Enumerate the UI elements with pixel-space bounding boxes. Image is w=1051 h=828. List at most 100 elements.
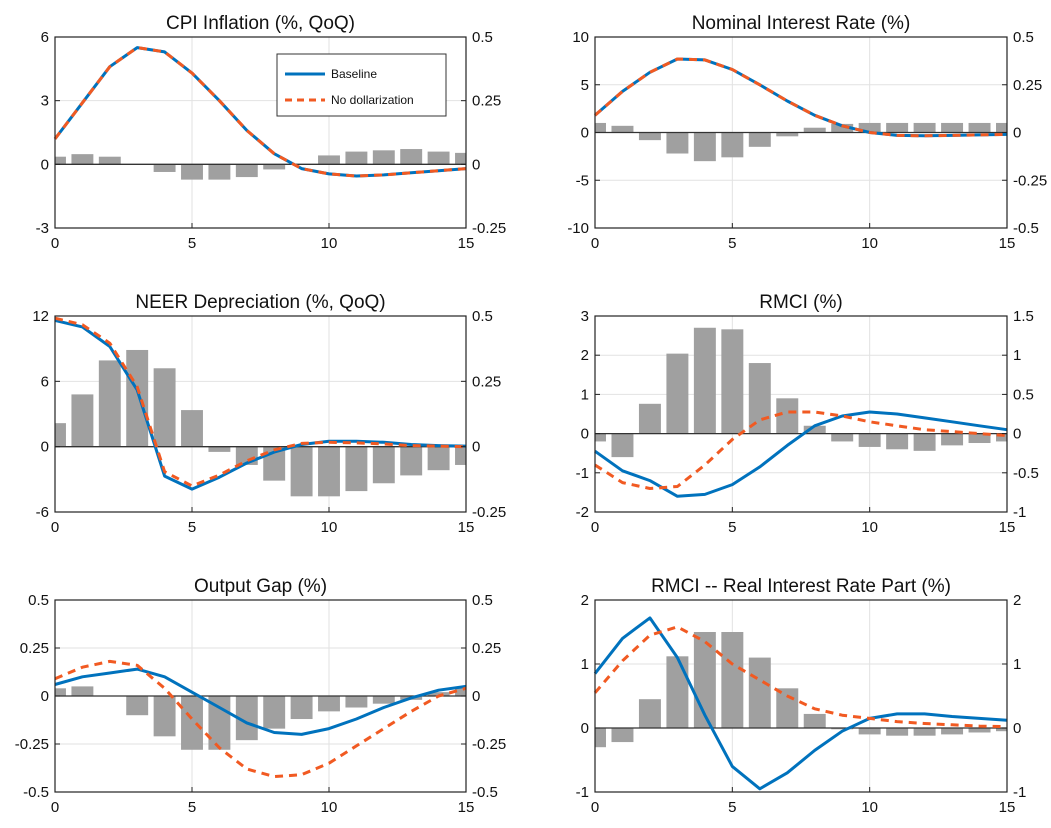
bar <box>941 728 964 735</box>
axes-box <box>594 599 1008 793</box>
y-tick-label: -5 <box>576 172 589 189</box>
bar <box>638 699 661 728</box>
bar <box>611 125 634 133</box>
y-tick-label: 0 <box>41 439 49 456</box>
bar <box>748 363 771 434</box>
y2-tick-label: 0.25 <box>472 640 501 657</box>
y2-tick-label: -0.25 <box>472 736 506 753</box>
series-line-no-dollarization <box>594 410 1008 490</box>
chart-title: Output Gap (%) <box>194 576 327 597</box>
y2-tick-label: 0 <box>472 156 480 173</box>
y-tick-label: 0 <box>581 720 589 737</box>
y2-tick-label: 1 <box>1013 656 1021 673</box>
y-tick-label: 10 <box>572 29 589 46</box>
bar <box>595 122 606 133</box>
bar <box>693 132 716 162</box>
y-tick-label: -6 <box>36 504 49 521</box>
y-tick-label: 3 <box>41 93 49 110</box>
axes-box <box>594 315 1008 513</box>
bar <box>126 696 149 716</box>
bar <box>968 433 991 444</box>
panel-5: 0 5 10 15-0.5-0.2500.250.5-0.5-0.2500.250.5… <box>15 576 506 816</box>
bar <box>318 696 340 712</box>
y2-tick-label: 0 <box>472 439 480 456</box>
bar <box>693 327 716 434</box>
y-tick-label: 0 <box>41 688 49 705</box>
y2-tick-label: -1 <box>1013 504 1026 521</box>
chart-title: RMCI -- Real Interest Rate Part (%) <box>651 576 951 597</box>
x-tick-label: 15 <box>458 519 475 536</box>
y-tick-label: 0.5 <box>28 592 49 609</box>
axes-box <box>54 36 467 229</box>
bar <box>153 368 176 447</box>
y-tick-label: 12 <box>32 308 49 325</box>
bar <box>666 656 689 728</box>
bar <box>611 728 634 743</box>
bar <box>776 688 799 728</box>
bar <box>858 433 881 447</box>
bar <box>55 423 66 447</box>
bar <box>858 728 881 735</box>
legend-label: No dollarization <box>331 93 414 107</box>
x-tick-label: 5 <box>728 519 736 536</box>
bar <box>721 329 744 434</box>
bar <box>831 433 854 442</box>
y-tick-label: -0.5 <box>23 784 49 801</box>
bar <box>263 164 286 170</box>
bar <box>666 132 689 154</box>
y2-tick-label: 0 <box>472 688 480 705</box>
y2-tick-label: -0.5 <box>472 784 498 801</box>
x-tick-label: 10 <box>861 235 878 252</box>
y2-tick-label: 0.5 <box>1013 29 1034 46</box>
bar <box>372 150 395 165</box>
bar <box>968 122 991 133</box>
x-tick-label: 10 <box>321 235 338 252</box>
y-tick-label: 2 <box>581 347 589 364</box>
x-tick-label: 5 <box>728 235 736 252</box>
bar <box>996 728 1007 732</box>
bar <box>345 696 368 708</box>
bar <box>400 149 423 165</box>
bar <box>372 446 395 484</box>
y-tick-label: -10 <box>567 220 589 237</box>
y2-tick-label: 0.5 <box>1013 386 1034 403</box>
y2-tick-label: 0.25 <box>472 93 501 110</box>
bar <box>776 132 799 137</box>
legend-box <box>276 53 447 117</box>
y2-tick-label: -0.25 <box>472 220 506 237</box>
bar <box>290 696 313 720</box>
y-tick-label: -1 <box>576 784 589 801</box>
y2-tick-label: 0 <box>1013 125 1021 142</box>
bar <box>181 164 203 180</box>
y-tick-label: -0.25 <box>15 736 49 753</box>
y-tick-label: -3 <box>36 220 49 237</box>
bar <box>913 728 936 736</box>
y-tick-label: 6 <box>41 29 49 46</box>
x-tick-label: 15 <box>999 799 1016 816</box>
bar <box>638 403 661 434</box>
bar <box>427 692 450 696</box>
bar <box>721 632 744 728</box>
bar <box>98 360 121 447</box>
series-line-baseline <box>54 667 467 736</box>
y2-tick-label: 0.5 <box>472 308 493 325</box>
x-tick-label: 0 <box>51 235 59 252</box>
x-tick-label: 15 <box>458 235 475 252</box>
y-tick-label: 0 <box>581 426 589 443</box>
bar <box>427 151 450 165</box>
y-tick-label: 1 <box>581 386 589 403</box>
bar <box>913 122 936 133</box>
bar <box>318 446 340 497</box>
y-tick-label: -2 <box>576 504 589 521</box>
bar <box>71 686 94 696</box>
bar <box>208 446 231 452</box>
chart-title: Nominal Interest Rate (%) <box>692 13 911 34</box>
bar <box>345 151 368 165</box>
x-tick-label: 0 <box>591 519 599 536</box>
y-tick-label: 3 <box>581 308 589 325</box>
bar <box>400 446 423 476</box>
x-tick-label: 10 <box>861 799 878 816</box>
bar <box>208 164 231 180</box>
